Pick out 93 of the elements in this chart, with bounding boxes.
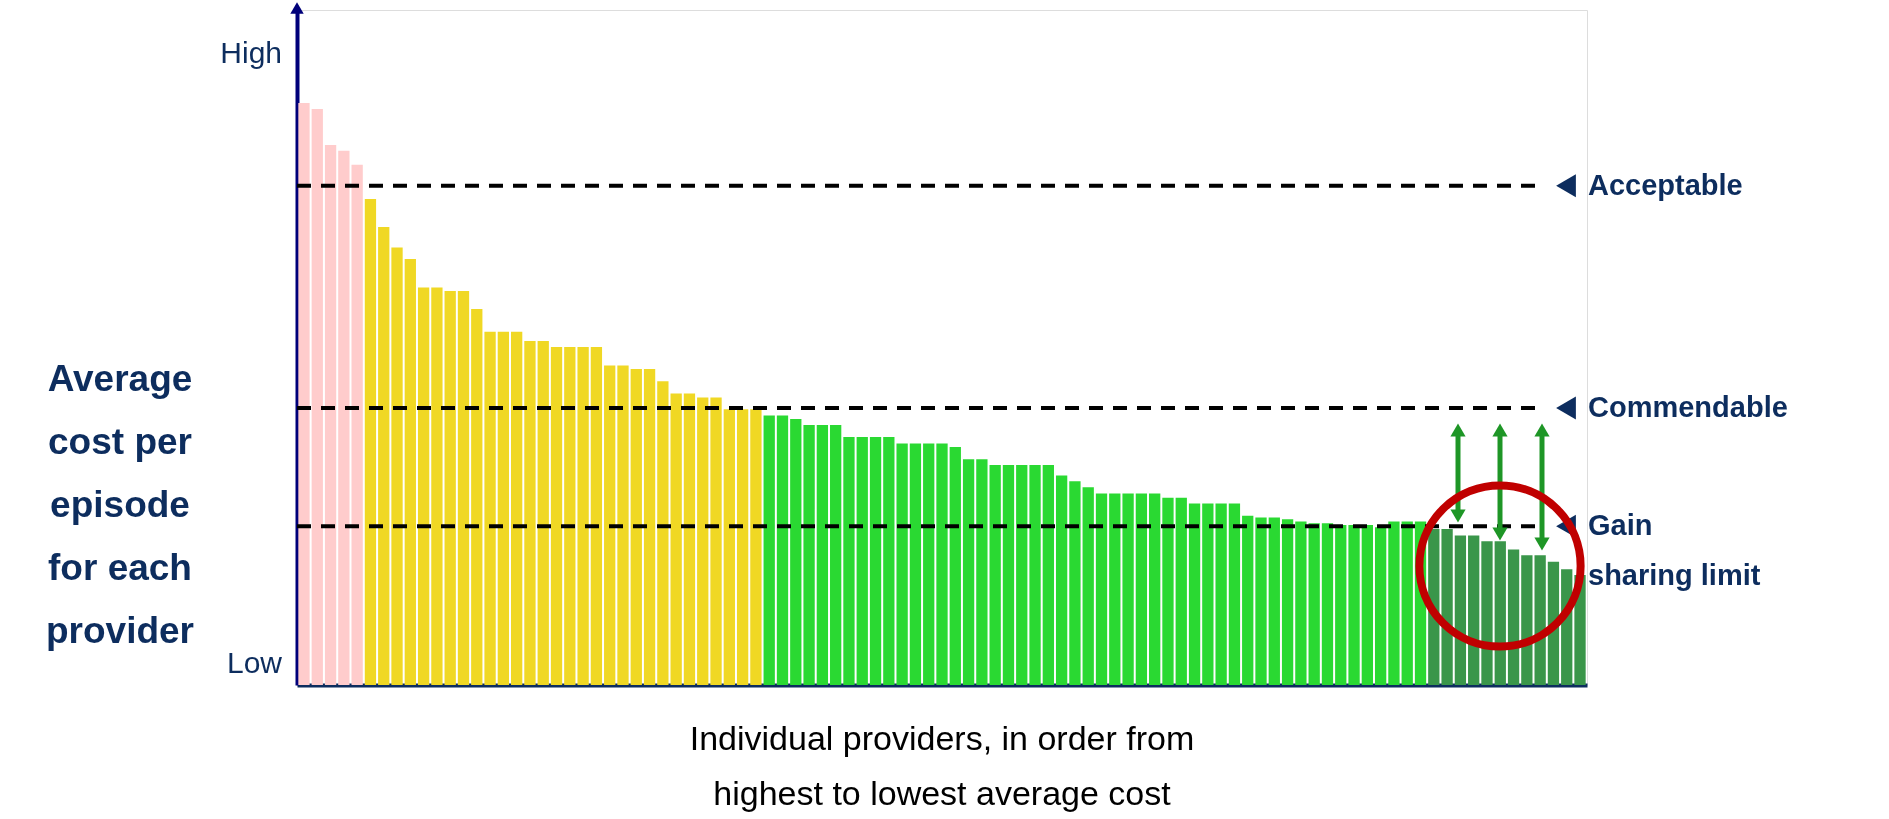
bar [1042, 465, 1054, 685]
bar [643, 369, 656, 685]
bar [776, 415, 789, 685]
bar [1361, 524, 1373, 685]
ref-line-label: Commendable [1588, 391, 1788, 424]
y-axis-title: Average cost per episode for each provider [45, 358, 195, 651]
bar [484, 331, 496, 685]
bar [378, 227, 390, 685]
bar [1082, 487, 1094, 685]
bar [444, 291, 456, 685]
bar [883, 437, 895, 685]
bar [1401, 521, 1413, 685]
bar [1507, 549, 1520, 685]
bar [909, 443, 922, 685]
bar [1441, 529, 1453, 685]
ref-line-label: Acceptable [1588, 168, 1743, 201]
bar [1175, 497, 1187, 685]
bar [1162, 497, 1174, 685]
bar [763, 415, 775, 685]
bar [457, 291, 470, 685]
bar [417, 287, 430, 685]
bar [790, 419, 802, 685]
bar [723, 409, 735, 685]
bar [710, 397, 722, 685]
bar [1095, 493, 1108, 685]
bar [1016, 465, 1028, 685]
bar [936, 443, 948, 685]
bar [1281, 519, 1294, 685]
bar [404, 259, 416, 685]
bar [1109, 493, 1121, 685]
bar [856, 437, 868, 685]
bar [697, 397, 709, 685]
bar [604, 365, 616, 685]
bar [816, 424, 829, 685]
bar [869, 437, 882, 685]
bar [1335, 524, 1347, 685]
bar [1135, 493, 1148, 685]
bar [923, 443, 935, 685]
bar [1055, 475, 1068, 685]
bar [962, 459, 975, 685]
bar [1468, 535, 1480, 685]
bar [1242, 515, 1254, 685]
bar [524, 341, 536, 685]
bar [1122, 493, 1134, 685]
bar [1002, 465, 1015, 685]
bar [1481, 541, 1493, 685]
bar [311, 108, 323, 685]
bar [537, 341, 549, 685]
bar [564, 346, 576, 685]
bar [803, 424, 815, 685]
bar [1202, 503, 1214, 685]
bar [471, 309, 483, 685]
bar [497, 331, 510, 685]
bar [577, 346, 589, 685]
ref-line-label: Gain sharing limit [1588, 509, 1761, 592]
bar [1374, 527, 1387, 685]
bar [949, 447, 961, 685]
bar [750, 409, 762, 685]
bar [590, 346, 603, 685]
bar [1268, 517, 1280, 685]
bar [1029, 465, 1041, 685]
bar [391, 247, 403, 685]
bar [736, 409, 749, 685]
bar [1388, 521, 1400, 685]
text: Low [226, 646, 283, 679]
bar [683, 393, 696, 685]
bar [324, 145, 337, 685]
bar [657, 381, 669, 685]
bar [1308, 523, 1320, 685]
bar [1295, 521, 1307, 685]
bar [1348, 524, 1360, 685]
bar [1228, 503, 1241, 685]
bar [896, 443, 908, 685]
bar [511, 331, 523, 685]
x-axis-title: Individual providers, in order from highest to lowest average cost [689, 719, 1195, 812]
bar [843, 437, 855, 685]
text: High [220, 36, 282, 69]
bar [670, 393, 682, 685]
bar [1454, 535, 1467, 685]
bar [989, 465, 1001, 685]
bar [1255, 517, 1267, 685]
bar [976, 459, 988, 685]
bar [830, 424, 842, 685]
bar [617, 365, 629, 685]
bar [1188, 503, 1201, 685]
bar [364, 199, 377, 685]
bar [431, 287, 443, 685]
bar [550, 346, 563, 685]
bar [1321, 523, 1334, 685]
bar [630, 369, 642, 685]
bar [1215, 503, 1227, 685]
bar [1149, 493, 1161, 685]
bar [1069, 481, 1081, 685]
